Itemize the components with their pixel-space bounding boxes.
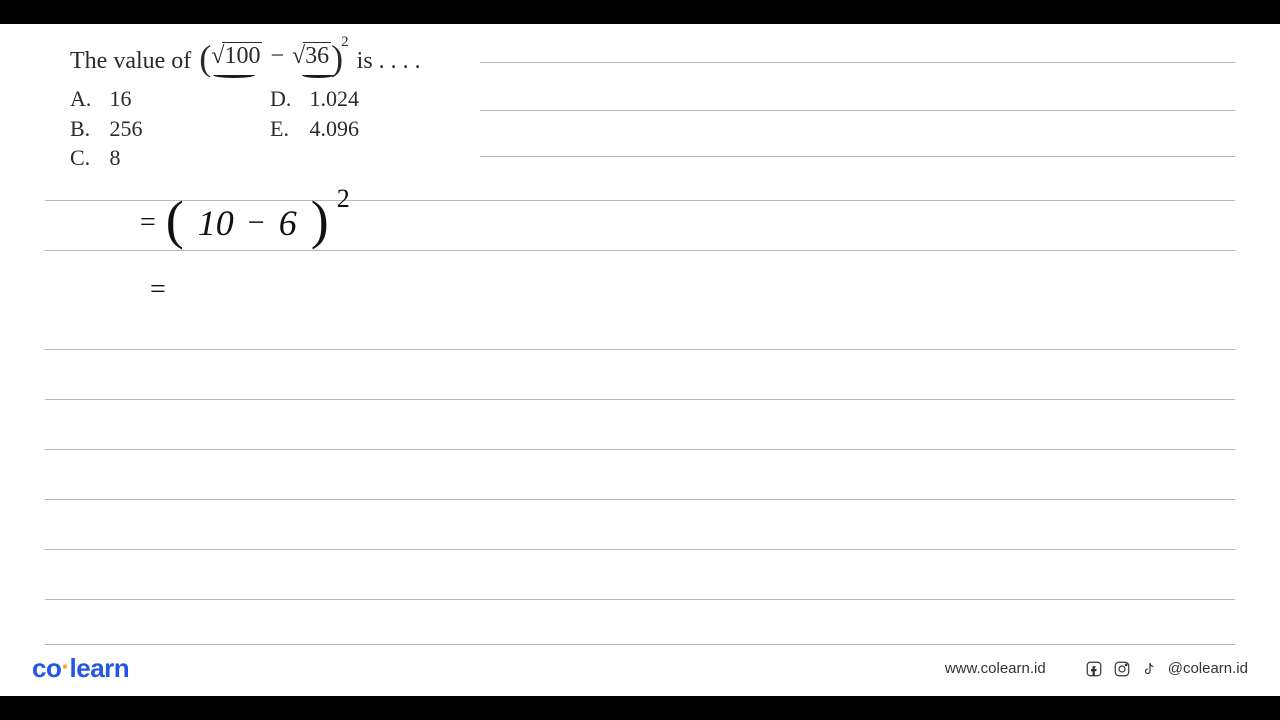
rule-line (45, 349, 1235, 350)
rule-line (45, 449, 1235, 450)
option-c-value: 8 (110, 145, 121, 170)
rule-line (45, 200, 1235, 201)
rule-line (45, 399, 1235, 400)
hw-right-paren: ) (311, 202, 329, 240)
question-prefix: The value of (70, 48, 191, 75)
hw-equals-2: = (150, 274, 162, 305)
logo-learn: learn (70, 653, 130, 683)
logo-dot: · (61, 651, 69, 681)
option-a: A. 16 (70, 84, 270, 114)
option-e-value: 4.096 (310, 116, 360, 141)
page: The value of ( √100 − √36 ) 2 is . . . .… (0, 24, 1280, 696)
question-suffix: is . . . . (357, 48, 421, 75)
sqrt-100: √100 (211, 42, 262, 70)
handwriting-line-2: = (150, 274, 162, 306)
option-d-label: D. (270, 84, 304, 114)
handwriting-line-1: = ( 10 − 6 ) 2 (140, 202, 356, 244)
answer-options: A. 16 D. 1.024 B. 256 E. 4.096 C. 8 (70, 84, 420, 173)
footer-url: www.colearn.id (945, 660, 1046, 677)
footer: co·learn www.colearn.id @colearn.id (0, 653, 1280, 684)
option-d: D. 1.024 (270, 84, 420, 114)
underline-mark-2 (302, 72, 334, 78)
logo-co: co (32, 653, 61, 683)
colearn-logo: co·learn (32, 653, 129, 684)
option-row-2: B. 256 E. 4.096 (70, 114, 420, 144)
rule-line (45, 549, 1235, 550)
radicand-36: 36 (303, 42, 331, 70)
option-d-value: 1.024 (310, 86, 360, 111)
hw-ten: 10 (198, 202, 234, 244)
instagram-icon (1112, 659, 1132, 679)
hw-exponent: 2 (337, 184, 350, 214)
option-c-label: C. (70, 143, 104, 173)
option-b: B. 256 (70, 114, 270, 144)
hw-equals-1: = (140, 207, 152, 239)
hw-six: 6 (279, 202, 297, 244)
minus-sign: − (270, 43, 284, 70)
exponent-2: 2 (341, 34, 349, 51)
rule-line (45, 499, 1235, 500)
option-a-value: 16 (110, 86, 132, 111)
facebook-icon (1084, 659, 1104, 679)
rule-line (45, 644, 1235, 645)
rule-line (45, 599, 1235, 600)
option-row-3: C. 8 (70, 143, 420, 173)
radicand-100: 100 (222, 42, 262, 70)
option-b-value: 256 (110, 116, 143, 141)
option-e: E. 4.096 (270, 114, 420, 144)
option-row-1: A. 16 D. 1.024 (70, 84, 420, 114)
expression-paren: ( √100 − √36 ) 2 (199, 42, 350, 71)
option-b-label: B. (70, 114, 104, 144)
tiktok-icon (1140, 659, 1160, 679)
footer-handle: @colearn.id (1168, 660, 1248, 677)
rule-line (45, 250, 1235, 251)
option-e-label: E. (270, 114, 304, 144)
option-c: C. 8 (70, 143, 270, 173)
sqrt-36: √36 (292, 42, 331, 70)
underline-mark-1 (213, 72, 255, 78)
hw-left-paren: ( (166, 202, 184, 240)
left-paren: ( (199, 44, 211, 73)
option-a-label: A. (70, 84, 104, 114)
footer-social: @colearn.id (1084, 659, 1248, 679)
question-text: The value of ( √100 − √36 ) 2 is . . . . (70, 42, 421, 75)
hw-minus: − (248, 206, 265, 240)
